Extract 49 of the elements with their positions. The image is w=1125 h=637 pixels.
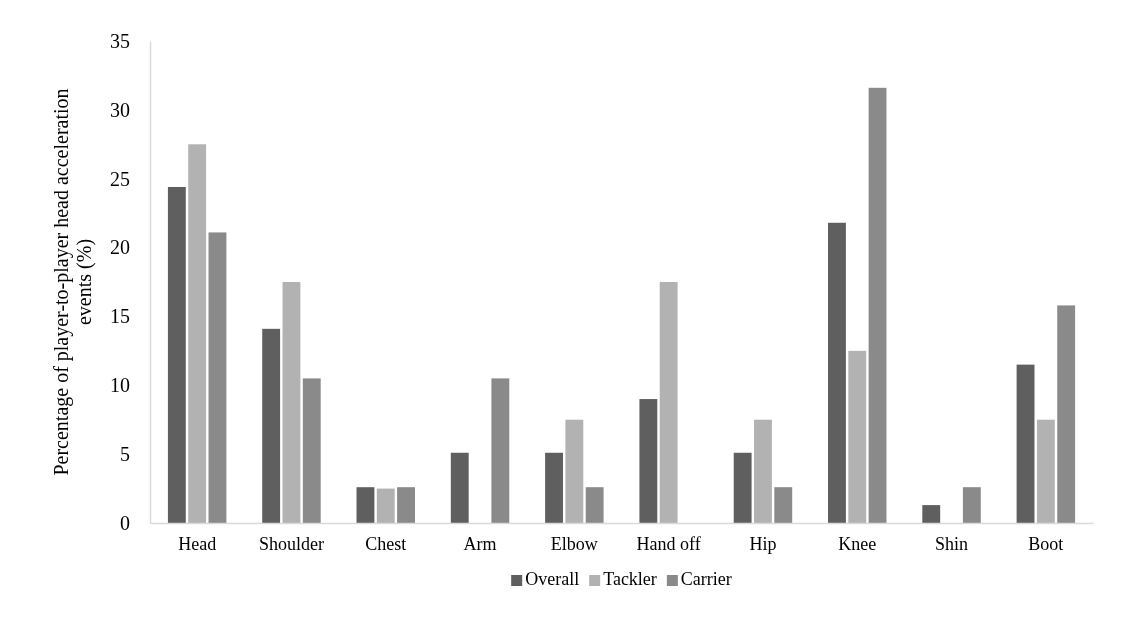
bar — [565, 419, 584, 523]
legend-label: Tackler — [603, 569, 657, 589]
bar — [733, 452, 752, 523]
bar — [491, 378, 510, 523]
bar — [397, 487, 415, 523]
bar — [659, 282, 678, 523]
x-tick-label: Hip — [749, 533, 777, 554]
bar — [868, 87, 887, 523]
x-tick-label: Elbow — [550, 533, 598, 554]
legend-label: Carrier — [680, 569, 732, 589]
x-tick-label: Knee — [838, 533, 877, 554]
bar — [450, 452, 469, 523]
bar — [545, 452, 563, 523]
x-tick-label: Shoulder — [258, 533, 324, 554]
x-tick-label: Boot — [1028, 533, 1064, 554]
bar — [208, 232, 227, 523]
y-axis-title: Percentage of player-to-player head acceleration events (%) — [50, 88, 96, 476]
bar — [262, 328, 281, 523]
bar — [1036, 419, 1055, 523]
y-tick-label: 10 — [110, 374, 130, 397]
x-tick-label: Arm — [463, 533, 497, 554]
bar — [922, 505, 941, 523]
bar — [282, 282, 301, 523]
y-tick-label: 30 — [110, 98, 130, 121]
y-tick-label: 35 — [110, 29, 130, 52]
y-tick-label: 0 — [120, 511, 130, 534]
bar — [1057, 305, 1076, 523]
y-tick-label: 20 — [110, 236, 130, 259]
bar — [167, 186, 186, 523]
y-tick-label: 5 — [120, 443, 130, 466]
y-tick-label: 15 — [110, 305, 130, 328]
bar — [302, 378, 321, 523]
bar — [774, 487, 793, 523]
x-tick-label: Head — [178, 533, 217, 554]
bar — [1016, 364, 1035, 523]
x-tick-label: Chest — [365, 533, 407, 554]
bar — [828, 222, 846, 523]
bar — [754, 419, 772, 523]
legend-label: Overall — [525, 569, 580, 589]
y-tick-label: 25 — [110, 167, 130, 190]
bar — [585, 487, 604, 523]
bar — [848, 350, 867, 523]
bar — [356, 487, 375, 523]
bar — [639, 399, 658, 523]
x-tick-label: Hand off — [636, 533, 701, 554]
bar — [376, 488, 395, 523]
x-tick-label: Shin — [935, 533, 969, 554]
bar — [188, 144, 207, 523]
bar — [962, 487, 981, 523]
